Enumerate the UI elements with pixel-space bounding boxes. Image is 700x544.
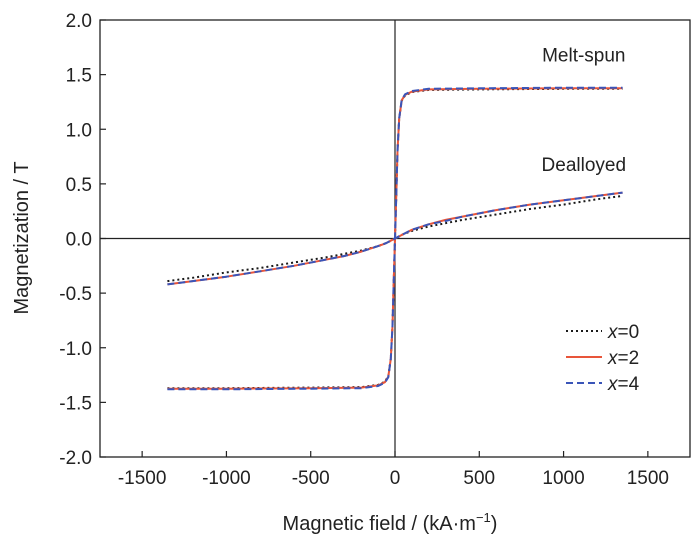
series-x-0-curve-dealloyed [167, 194, 623, 283]
y-tick-label: -0.5 [59, 284, 92, 305]
legend: x=0 x=2 x=4 [566, 322, 640, 395]
x-tick-label: -1000 [202, 468, 251, 489]
y-tick-label: -2.0 [59, 448, 92, 469]
legend-label: x=0 [607, 322, 639, 343]
y-tick-label: -1.5 [59, 393, 92, 414]
x-tick-label: 500 [463, 468, 495, 489]
x-tick-label: 1000 [542, 468, 584, 489]
y-axis-title: Magnetization / T [11, 161, 33, 314]
annotations: Melt-spun Dealloyed [542, 46, 627, 176]
ticks-layer: -1500 -1000 -500 0 500 1000 1500 -2.0 -1.5 -1.0 -0… [59, 11, 669, 489]
x-axis-title-close: ) [491, 513, 498, 535]
legend-label: x=2 [607, 348, 639, 369]
x-axis-title-sup: −1 [476, 510, 491, 525]
x-axis-title: Magnetic field / (kA·m−1) [283, 510, 498, 535]
x-tick-label: -1500 [118, 468, 167, 489]
x-tick-label: 1500 [627, 468, 669, 489]
y-tick-label: 1.0 [66, 120, 92, 141]
y-tick-label: 1.5 [66, 66, 92, 87]
series-x-4-curve-melt-spun [167, 86, 623, 391]
annotation-dealloyed: Dealloyed [542, 155, 627, 176]
legend-label: x=4 [607, 374, 640, 395]
x-tick-label: 0 [390, 468, 401, 489]
y-tick-label: 0.5 [66, 175, 92, 196]
y-tick-label: 2.0 [66, 11, 92, 32]
series-layer [167, 86, 623, 391]
x-axis-title-main: Magnetic field / (kA·m [283, 513, 476, 535]
y-tick-label: -1.0 [59, 339, 92, 360]
x-tick-label: -500 [292, 468, 330, 489]
annotation-melt-spun: Melt-spun [542, 46, 625, 67]
y-tick-label: 0.0 [66, 230, 92, 251]
